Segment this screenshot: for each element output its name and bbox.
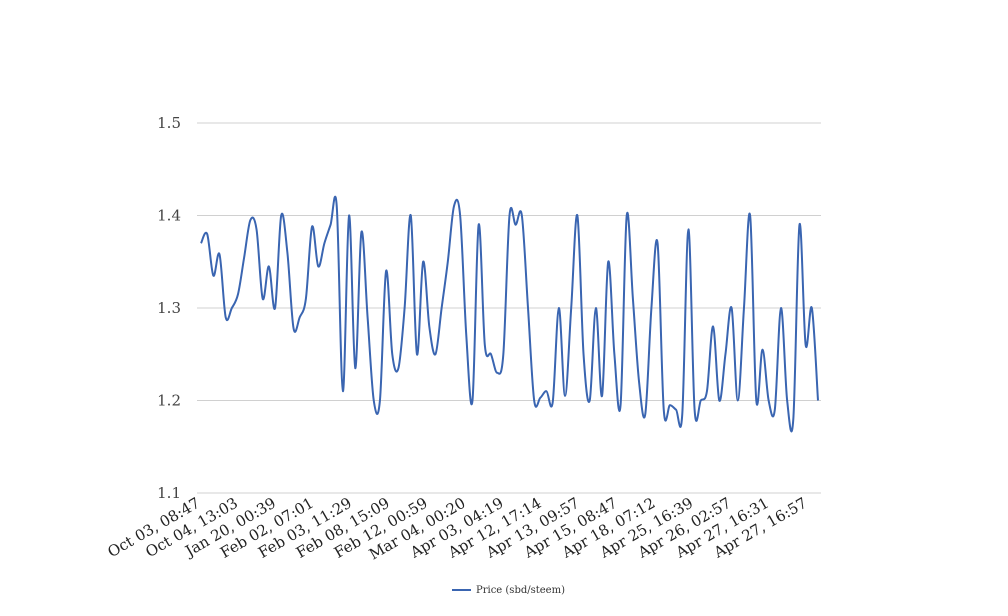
gridlines [197, 122, 821, 494]
y-tick-label: 1.2 [157, 392, 181, 410]
y-tick-label: 1.4 [157, 207, 181, 225]
series-layer [200, 195, 819, 433]
y-tick-label: 1.1 [157, 484, 181, 502]
y-axis-tick-labels: 1.1 1.2 1.3 1.4 1.5 [157, 114, 181, 502]
y-tick-label: 1.5 [157, 114, 181, 132]
legend-label: Price (sbd/steem) [476, 585, 565, 596]
series-line-price [200, 195, 819, 433]
legend: Price (sbd/steem) [452, 585, 565, 596]
y-tick-label: 1.3 [157, 299, 181, 317]
